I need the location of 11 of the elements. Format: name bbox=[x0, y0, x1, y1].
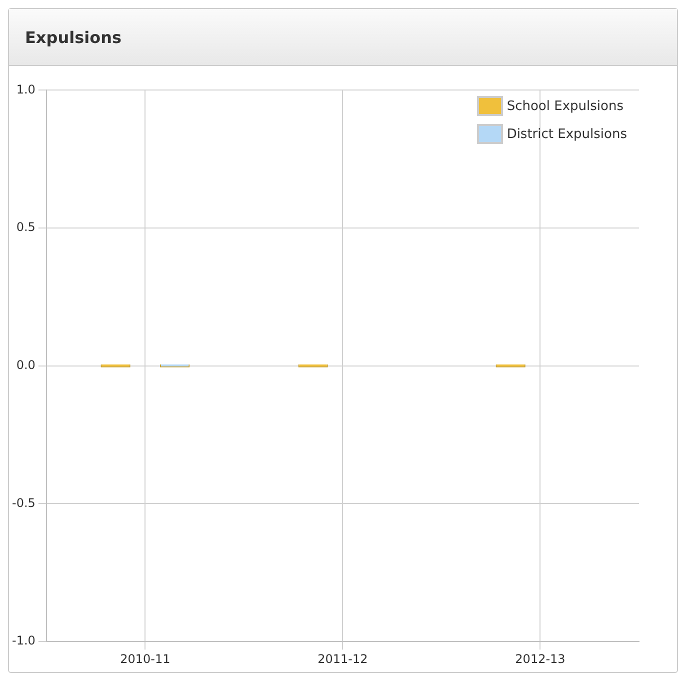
y-tick-label: -0.5 bbox=[12, 496, 36, 510]
y-tick-label: 0.0 bbox=[16, 358, 36, 372]
y-tick-label: 0.5 bbox=[16, 220, 36, 234]
chart-title: Expulsions bbox=[25, 28, 122, 46]
legend-label: District Expulsions bbox=[506, 126, 627, 142]
x-tick-label: 2011-12 bbox=[318, 652, 368, 666]
x-tick-label: 2012-13 bbox=[515, 652, 566, 666]
y-tick-label: 1.0 bbox=[16, 82, 36, 96]
y-tick-label: -1.0 bbox=[12, 634, 36, 648]
legend-label: School Expulsions bbox=[506, 98, 624, 114]
x-tick-label: 2010-11 bbox=[120, 652, 170, 666]
